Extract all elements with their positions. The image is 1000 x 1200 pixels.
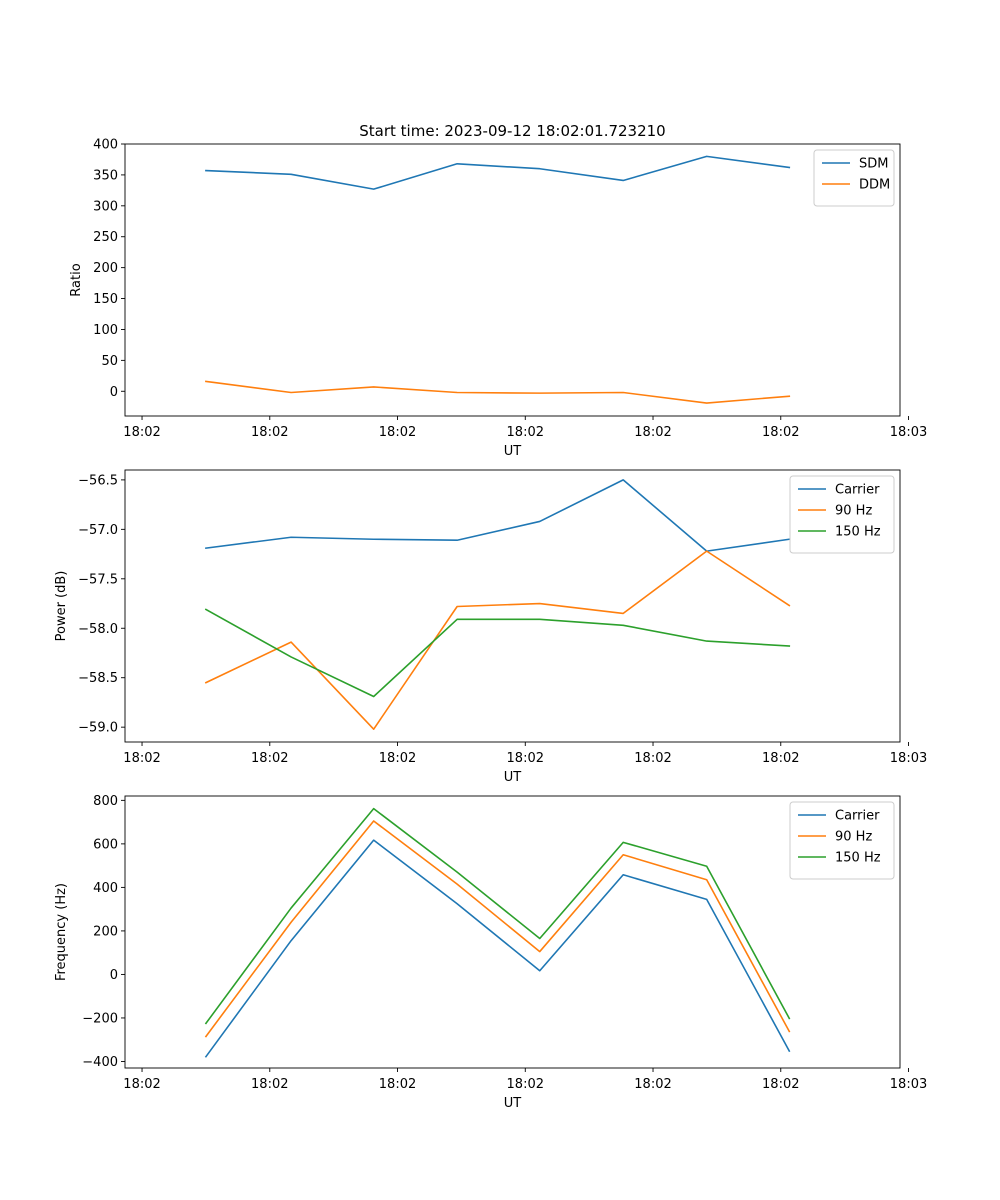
y-tick-label: −200: [82, 1011, 118, 1026]
x-tick-label: 18:02: [762, 425, 799, 440]
x-tick-label: 18:02: [762, 1077, 799, 1092]
x-tick-label: 18:03: [890, 1077, 927, 1092]
series-line-90-hz: [204, 550, 791, 730]
legend-box: [789, 801, 895, 880]
x-axis-label: UT: [504, 1096, 522, 1111]
y-tick-label: −57.0: [78, 523, 118, 538]
legend-label: 90 Hz: [835, 830, 872, 845]
x-tick-label: 18:02: [634, 751, 671, 766]
x-tick-label: 18:02: [634, 425, 671, 440]
plot-frame: [124, 469, 901, 743]
x-tick-label: 18:02: [762, 751, 799, 766]
x-tick-label: 18:02: [379, 1077, 416, 1092]
legend-label: 150 Hz: [835, 851, 881, 866]
x-axis-label: UT: [504, 770, 522, 785]
x-tick-label: 18:02: [251, 751, 288, 766]
x-tick-label: 18:02: [634, 1077, 671, 1092]
x-tick-label: 18:02: [379, 751, 416, 766]
chart-panel-1: Start time: 2023-09-12 18:02:01.723210 0 5…: [69, 122, 927, 459]
y-tick-label: 200: [93, 261, 118, 276]
plot-frame: [124, 795, 901, 1069]
y-tick-label: −59.0: [78, 721, 118, 736]
legend-label: Carrier: [835, 483, 880, 498]
plot-frame: [124, 143, 901, 417]
legend-label: DDM: [859, 178, 890, 193]
y-tick-label: 0: [110, 385, 118, 400]
x-tick-label: 18:02: [379, 425, 416, 440]
y-tick-label: 400: [93, 881, 118, 896]
y-tick-label: −58.0: [78, 622, 118, 637]
x-tick-label: 18:02: [123, 1077, 160, 1092]
y-tick-label: 600: [93, 837, 118, 852]
x-tick-label: 18:03: [890, 751, 927, 766]
y-tick-label: 100: [93, 323, 118, 338]
legend-label: 90 Hz: [835, 504, 872, 519]
chart-panel-3: −400 −200 0 200 400 600 800 18:02 18:02 18:02 18:0…: [54, 794, 927, 1111]
series-line-carrier: [205, 479, 791, 552]
y-tick-label: −400: [82, 1055, 118, 1070]
legend-label: Carrier: [835, 809, 880, 824]
legend-box: [789, 475, 895, 554]
series-line-90-hz: [204, 820, 791, 1038]
x-tick-label: 18:02: [251, 1077, 288, 1092]
y-tick-label: 250: [93, 230, 118, 245]
legend: Carrier 90 Hz 150 Hz: [789, 801, 895, 880]
y-tick-label: −57.5: [78, 572, 118, 587]
y-tick-label: 0: [110, 968, 118, 983]
y-axis-label: Ratio: [69, 263, 84, 296]
x-tick-label: 18:02: [507, 425, 544, 440]
chart-title: Start time: 2023-09-12 18:02:01.723210: [359, 122, 665, 140]
y-tick-label: 300: [93, 199, 118, 214]
x-tick-label: 18:02: [123, 425, 160, 440]
x-tick-label: 18:02: [507, 751, 544, 766]
x-tick-label: 18:02: [251, 425, 288, 440]
chart-panel-2: −59.0 −58.5 −58.0 −57.5 −57.0 −56.5 18:02 18:02…: [54, 469, 927, 785]
y-tick-label: 350: [93, 168, 118, 183]
y-tick-label: 50: [101, 354, 118, 369]
y-tick-label: 150: [93, 292, 118, 307]
series-line-ddm: [205, 380, 791, 404]
legend: Carrier 90 Hz 150 Hz: [789, 475, 895, 554]
series-line-carrier: [204, 839, 791, 1058]
x-tick-label: 18:02: [507, 1077, 544, 1092]
x-tick-label: 18:03: [890, 425, 927, 440]
legend-label: 150 Hz: [835, 525, 881, 540]
series-line-sdm: [205, 155, 791, 190]
y-axis-label: Frequency (Hz): [54, 883, 69, 981]
y-tick-label: 200: [93, 924, 118, 939]
legend-box: [813, 149, 895, 207]
series-line-150-hz: [204, 608, 791, 698]
x-axis-label: UT: [504, 444, 522, 459]
legend: SDM DDM: [813, 149, 895, 207]
y-tick-label: 400: [93, 138, 118, 153]
y-axis-label: Power (dB): [54, 571, 69, 642]
legend-label: SDM: [859, 157, 888, 172]
series-line-150-hz: [204, 807, 791, 1025]
y-tick-label: −56.5: [78, 473, 118, 488]
x-tick-label: 18:02: [123, 751, 160, 766]
y-tick-label: 800: [93, 794, 118, 809]
y-tick-label: −58.5: [78, 671, 118, 686]
